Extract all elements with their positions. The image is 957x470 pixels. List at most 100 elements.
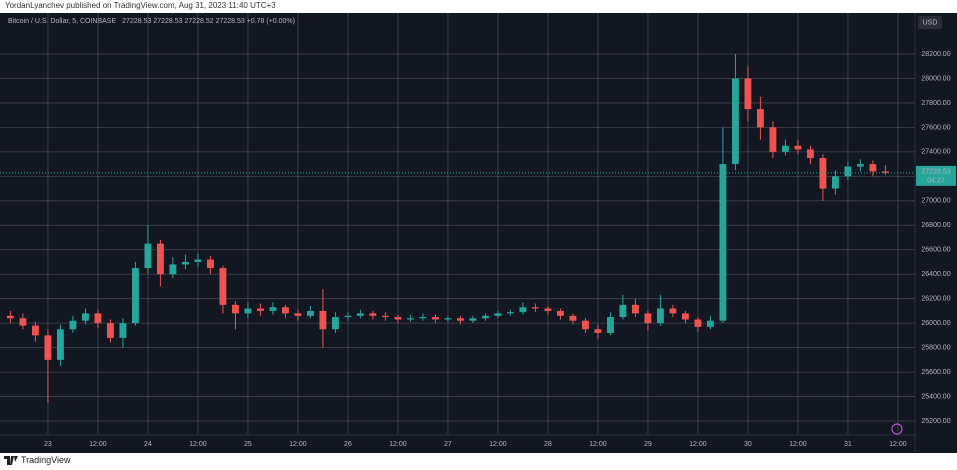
- candle-body: [244, 308, 252, 314]
- candle-body: [181, 261, 189, 265]
- x-tick-label: 12:00: [89, 441, 107, 448]
- candle-body: [731, 78, 739, 165]
- candle-body: [869, 164, 877, 172]
- footer: TradingView: [4, 455, 71, 465]
- x-tick-label: 12:00: [289, 441, 307, 448]
- candle-body: [144, 243, 152, 269]
- candle-body: [644, 313, 652, 324]
- candle-body: [706, 320, 714, 327]
- candle-body: [231, 304, 239, 314]
- candle-body: [56, 329, 64, 360]
- legend-values: 27228.53 27228.53 27228.52 27228.53 +0.7…: [122, 18, 295, 25]
- candle-body: [844, 166, 852, 177]
- candle-body: [744, 78, 752, 110]
- candle-body: [531, 307, 539, 309]
- candle-body: [6, 315, 14, 319]
- candle-body: [881, 171, 889, 173]
- candle-body: [456, 318, 464, 321]
- y-tick-label: 26600.00: [921, 247, 950, 254]
- chart: Bitcoin / U.S. Dollar, 5, COINBASE USD 2…: [0, 13, 957, 453]
- candle-body: [131, 268, 139, 324]
- candle-body: [806, 149, 814, 158]
- candle-body: [556, 310, 564, 316]
- candle-body: [369, 313, 377, 316]
- candle-body: [19, 318, 27, 326]
- candle-body: [256, 308, 264, 311]
- x-tick-label: 24: [144, 441, 152, 448]
- y-tick-label: 28200.00: [921, 51, 950, 58]
- candle-body: [444, 318, 452, 320]
- y-tick-label: 27800.00: [921, 100, 950, 107]
- currency-label[interactable]: USD: [923, 19, 938, 26]
- x-tick-label: 31: [844, 441, 852, 448]
- candle-body: [694, 319, 702, 327]
- candle-body: [31, 325, 39, 336]
- candle-body: [119, 323, 127, 338]
- chart-background: [0, 13, 957, 453]
- candle-body: [619, 304, 627, 318]
- candle-body: [831, 176, 839, 189]
- y-tick-label: 26000.00: [921, 320, 950, 327]
- candle-body: [306, 310, 314, 316]
- y-tick-label: 27400.00: [921, 149, 950, 156]
- footer-brand: TradingView: [21, 455, 71, 465]
- candle-body: [544, 308, 552, 311]
- x-tick-label: 29: [644, 441, 652, 448]
- candle-body: [344, 315, 352, 318]
- y-tick-label: 27000.00: [921, 198, 950, 205]
- replay-icon: [891, 423, 903, 435]
- candle-body: [506, 312, 514, 314]
- candle-body: [394, 317, 402, 320]
- x-tick-label: 30: [744, 441, 752, 448]
- publish-note: YordanLyanchev published on TradingView.…: [5, 1, 276, 10]
- x-tick-label: 12:00: [189, 441, 207, 448]
- candle-body: [94, 313, 102, 324]
- x-tick-label: 27: [444, 441, 452, 448]
- candle-body: [719, 164, 727, 321]
- candle-body: [319, 310, 327, 330]
- candle-body: [156, 243, 164, 275]
- candle-body: [481, 315, 489, 319]
- y-tick-label: 27600.00: [921, 124, 950, 131]
- x-tick-label: 28: [544, 441, 552, 448]
- y-tick-label: 25200.00: [921, 418, 950, 425]
- currency-button[interactable]: [918, 16, 942, 29]
- x-tick-label: 12:00: [689, 441, 707, 448]
- y-tick-label: 25600.00: [921, 369, 950, 376]
- candle-body: [294, 313, 302, 316]
- logo-icon: [4, 455, 18, 465]
- candle-body: [281, 307, 289, 314]
- candle-body: [494, 313, 502, 316]
- candle-body: [269, 307, 277, 311]
- candle-body: [419, 317, 427, 319]
- x-tick-label: 12:00: [589, 441, 607, 448]
- x-tick-label: 12:00: [489, 441, 507, 448]
- candle-body: [469, 318, 477, 321]
- grid: [0, 13, 915, 434]
- x-tick-label: 26: [344, 441, 352, 448]
- candle-body: [331, 317, 339, 330]
- x-tick-label: 12:00: [889, 441, 907, 448]
- candle-body: [656, 308, 664, 324]
- candle-body: [106, 323, 114, 338]
- candle-body: [169, 264, 177, 275]
- y-tick-label: 25400.00: [921, 393, 950, 400]
- candle-body: [431, 317, 439, 320]
- candle-body: [81, 313, 89, 321]
- candle-body: [406, 318, 414, 320]
- candle-body: [69, 320, 77, 330]
- y-tick-label: 26200.00: [921, 296, 950, 303]
- x-tick-label: 23: [44, 441, 52, 448]
- last-price-box: [916, 165, 956, 186]
- y-tick-label: 26800.00: [921, 222, 950, 229]
- y-tick-label: 26400.00: [921, 271, 950, 278]
- candle-body: [594, 329, 602, 333]
- countdown-label: 04:27: [927, 178, 945, 185]
- candle-body: [669, 308, 677, 314]
- candle-body: [44, 335, 52, 360]
- candle-body: [381, 315, 389, 318]
- candle-body: [856, 164, 864, 167]
- candle-body: [781, 145, 789, 152]
- x-tick-label: 12:00: [789, 441, 807, 448]
- x-tick-label: 12:00: [389, 441, 407, 448]
